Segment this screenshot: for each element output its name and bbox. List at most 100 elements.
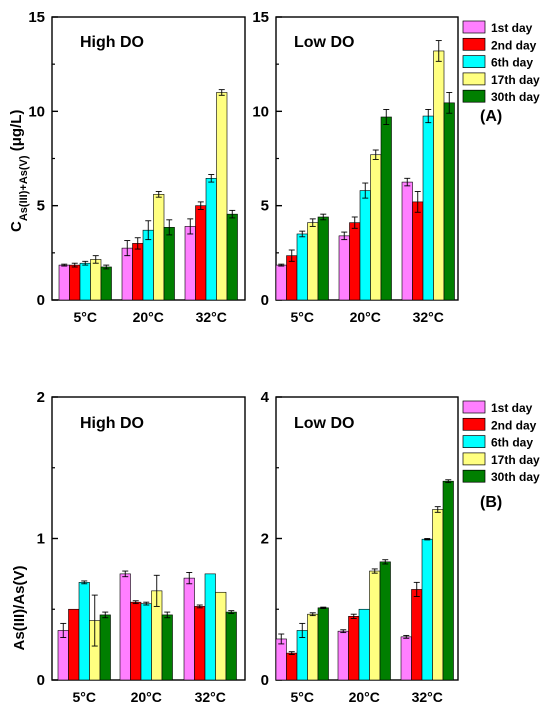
- bar: [286, 652, 298, 681]
- y-tick-label: 1: [37, 531, 45, 548]
- legend-label: 17th day: [491, 453, 540, 467]
- bar: [379, 561, 391, 681]
- legend-label: 30th day: [491, 90, 540, 104]
- y-tick-label: 10: [28, 103, 45, 120]
- bar: [205, 178, 217, 301]
- x-tick-label: 32°C: [196, 309, 227, 325]
- bar: [358, 608, 370, 681]
- y-tick-label: 2: [37, 389, 45, 406]
- bar: [184, 226, 196, 301]
- bar: [79, 262, 91, 301]
- bar: [307, 222, 319, 301]
- panel-tag-a: (A): [480, 108, 502, 125]
- x-tick-label: 5°C: [291, 689, 315, 705]
- bar: [401, 181, 413, 301]
- y-tick-label: 0: [261, 672, 269, 689]
- bar: [442, 480, 454, 681]
- bar: [411, 589, 423, 681]
- legend-top-items: 1st day 2nd day 6th day 17th day 30th day: [462, 20, 540, 104]
- legend-label: 2nd day: [491, 418, 537, 432]
- legend-bottom: 1st day 2nd day 6th day 17th day 30th day (B…: [462, 400, 540, 511]
- legend-swatch: [462, 400, 486, 414]
- bar: [338, 235, 350, 301]
- bar: [433, 50, 445, 301]
- legend-swatch: [462, 417, 486, 431]
- bar: [443, 102, 455, 301]
- legend-bottom-items: 1st day 2nd day 6th day 17th day 30th day: [462, 400, 540, 484]
- legend-label: 1st day: [491, 401, 533, 415]
- legend-label: 2nd day: [491, 38, 537, 52]
- bar: [90, 259, 102, 301]
- legend-swatch: [462, 435, 486, 448]
- bar: [226, 213, 238, 301]
- bar: [140, 603, 152, 681]
- legend-label: 6th day: [491, 56, 533, 70]
- bar: [99, 614, 111, 681]
- bar: [317, 607, 329, 681]
- bar: [337, 630, 349, 681]
- bar: [215, 591, 227, 681]
- x-tick-label: 5°C: [74, 309, 98, 325]
- panel-4: 0 2 4 Low DO 5°C 20°C 32°C: [261, 389, 459, 705]
- legend-swatch: [462, 37, 486, 51]
- bar: [183, 577, 195, 681]
- legend-top: 1st day 2nd day 6th day 17th day 30th day (A…: [462, 20, 540, 125]
- x-tick-label: 32°C: [195, 689, 226, 705]
- legend-label: 6th day: [491, 436, 533, 450]
- legend-swatch: [462, 469, 486, 483]
- y-tick-label: 2: [261, 531, 269, 548]
- y-tick-label: 0: [261, 292, 269, 309]
- bar: [78, 582, 90, 681]
- panel-tag-b: (B): [480, 494, 502, 511]
- bar: [275, 638, 287, 681]
- bar: [69, 264, 81, 301]
- bar: [275, 264, 287, 301]
- bar: [286, 255, 298, 301]
- y-tick-label: 15: [28, 9, 45, 26]
- bar: [317, 216, 329, 301]
- bar: [194, 606, 206, 681]
- legend-swatch: [462, 20, 486, 34]
- bar: [421, 538, 433, 681]
- y-tick-label: 5: [261, 198, 269, 215]
- y-axis-label-top-sub: As(III)+As(V): [18, 155, 30, 221]
- panel-title: High DO: [80, 415, 144, 432]
- y-tick-label: 10: [252, 103, 269, 120]
- panel-title: Low DO: [294, 415, 354, 432]
- panel-1: 0 5 10 15 High DO 5°C 20°C 32°C: [28, 9, 246, 325]
- x-tick-label: 5°C: [73, 689, 97, 705]
- bar: [296, 233, 308, 301]
- bar: [307, 613, 319, 681]
- bar: [432, 509, 444, 681]
- y-tick-label: 0: [37, 292, 45, 309]
- bar: [195, 205, 207, 301]
- y-axis-label-bottom: As(III)/As(V): [11, 565, 28, 650]
- bar: [204, 573, 216, 681]
- bar: [380, 116, 392, 301]
- x-tick-label: 20°C: [133, 309, 164, 325]
- bar: [225, 611, 237, 681]
- bar: [412, 201, 424, 301]
- bar: [163, 227, 175, 301]
- bar: [142, 229, 154, 301]
- bar: [130, 601, 142, 681]
- y-tick-label: 0: [37, 672, 45, 689]
- legend-swatch: [462, 72, 486, 86]
- y-axis-label-top-unit: (μg/L): [8, 110, 25, 156]
- legend-swatch: [462, 452, 486, 466]
- legend-label: 17th day: [491, 73, 540, 87]
- x-tick-label: 20°C: [350, 309, 381, 325]
- y-axis-label-top: CAs(III)+As(V) (μg/L): [8, 110, 30, 232]
- y-tick-label: 5: [37, 198, 45, 215]
- legend-label: 1st day: [491, 21, 533, 35]
- svg-text:CAs(III)+As(V) (μg/L): CAs(III)+As(V) (μg/L): [8, 110, 30, 232]
- bar: [400, 636, 412, 681]
- bar: [161, 614, 173, 681]
- legend-swatch: [462, 89, 486, 103]
- bar: [119, 573, 131, 681]
- bar: [100, 266, 112, 301]
- bar: [348, 616, 360, 681]
- y-tick-label: 15: [252, 9, 269, 26]
